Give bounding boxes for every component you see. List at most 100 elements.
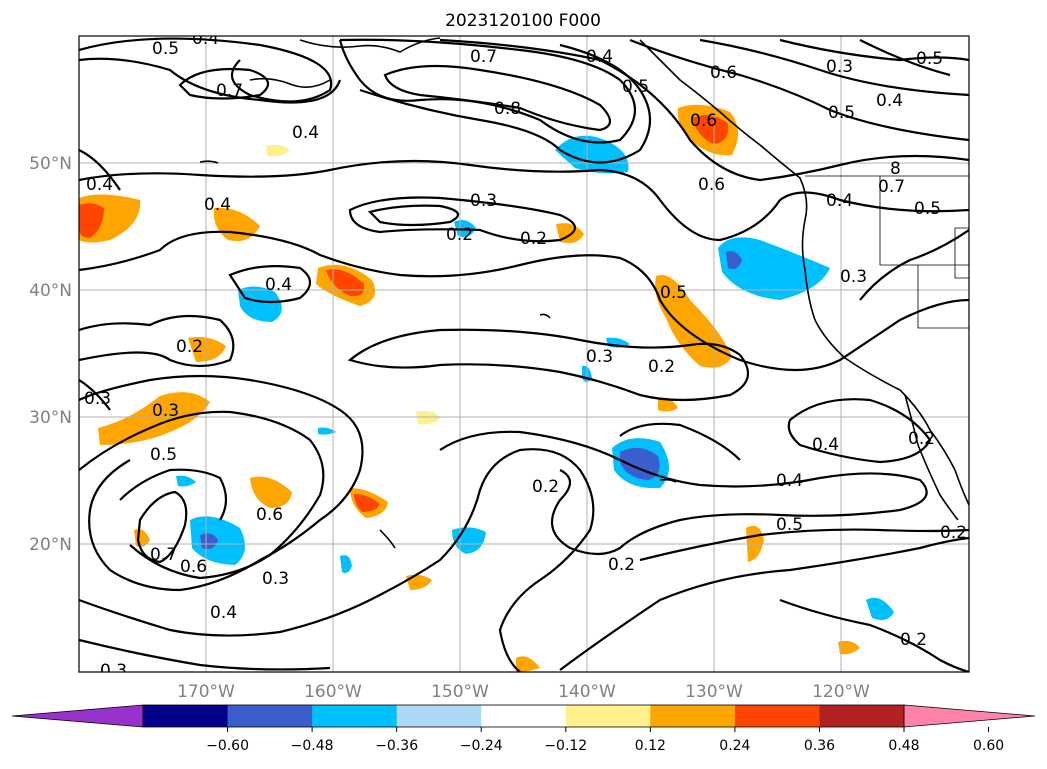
contour-label: 0.2 bbox=[532, 477, 559, 497]
lon-label: 160°W bbox=[304, 682, 362, 702]
coastlines bbox=[199, 37, 969, 549]
contour-label: 0.4 bbox=[204, 195, 231, 215]
colorbar-bin bbox=[396, 705, 482, 727]
contour-label: 0.5 bbox=[914, 199, 941, 219]
lon-label: 170°W bbox=[177, 682, 235, 702]
fill-blue-small-6 bbox=[866, 597, 894, 620]
fill-orange-small-5 bbox=[838, 640, 860, 655]
fill-darkblue-20n bbox=[200, 533, 218, 549]
contour-labels: 0.5 0.4 0.7 0.4 0.7 0.8 0.4 0.5 0.6 0.3 … bbox=[84, 29, 967, 681]
contour-label: 0.5 bbox=[622, 77, 649, 97]
colorbar-bin bbox=[481, 705, 567, 727]
colorbar-bin bbox=[312, 705, 398, 727]
contour-label: 0.4 bbox=[812, 435, 839, 455]
fill-blue-north-pacific bbox=[555, 135, 629, 174]
contour-label: 0.7 bbox=[150, 545, 177, 565]
fill-orange-small-3 bbox=[406, 574, 432, 590]
contour-label: 0.3 bbox=[470, 191, 497, 211]
fill-red-west bbox=[79, 203, 104, 238]
colorbar-bin bbox=[227, 705, 313, 727]
fill-orange-30n-west bbox=[98, 392, 210, 445]
contour-label: 0.2 bbox=[176, 337, 203, 357]
contour-label: 0.4 bbox=[586, 47, 613, 67]
contour-label: 0.3 bbox=[100, 661, 127, 681]
contour-label: 0.5 bbox=[776, 515, 803, 535]
contour-label: 0.3 bbox=[840, 267, 867, 287]
colorbar-bin bbox=[650, 705, 736, 727]
lon-label: 120°W bbox=[812, 682, 870, 702]
colorbar-tick-label: 0.12 bbox=[635, 738, 666, 754]
contour-label: 0.2 bbox=[648, 357, 675, 377]
contour-label: 0.7 bbox=[878, 177, 905, 197]
contour-label: 0.3 bbox=[826, 57, 853, 77]
lon-label: 150°W bbox=[431, 682, 489, 702]
colorbar-over-triangle bbox=[903, 704, 1036, 728]
contour-label: 0.6 bbox=[710, 63, 737, 83]
contour-label: 0.5 bbox=[916, 49, 943, 69]
contour-label: 0.2 bbox=[608, 555, 635, 575]
contour-label: 0.4 bbox=[265, 275, 292, 295]
contour-lines bbox=[79, 37, 969, 672]
lat-label: 20°N bbox=[29, 535, 72, 555]
contour-label: 0.2 bbox=[520, 229, 547, 249]
longitude-labels: 170°W 160°W 150°W 140°W 130°W 120°W bbox=[177, 682, 870, 702]
colorbar-bin bbox=[819, 705, 905, 727]
contour-label: 0.3 bbox=[586, 347, 613, 367]
colorbar-under-triangle bbox=[11, 704, 144, 728]
fill-blue-small-13 bbox=[340, 555, 352, 574]
contour-label: 0.5 bbox=[152, 39, 179, 59]
colorbar-tick-label: −0.36 bbox=[375, 738, 418, 754]
lon-label: 130°W bbox=[685, 682, 743, 702]
lon-label: 140°W bbox=[558, 682, 616, 702]
contour-label: 0.4 bbox=[876, 91, 903, 111]
colorbar-tick-label: 0.60 bbox=[973, 738, 1004, 754]
chart-title: 2023120100 F000 bbox=[445, 11, 601, 31]
fill-blue-40n bbox=[238, 286, 282, 322]
contour-label: 0.4 bbox=[86, 175, 113, 195]
contour-label: 0.5 bbox=[828, 103, 855, 123]
contour-label: 0.3 bbox=[84, 389, 111, 409]
colorbar-tick-label: 0.36 bbox=[804, 738, 835, 754]
map-area: 0.5 0.4 0.7 0.4 0.7 0.8 0.4 0.5 0.6 0.3 … bbox=[79, 29, 969, 681]
colorbar-bin bbox=[734, 705, 820, 727]
lat-label: 50°N bbox=[29, 154, 72, 174]
fill-orange-25n bbox=[250, 476, 292, 508]
contour-label: 0.6 bbox=[690, 111, 717, 131]
contour-label: 0.2 bbox=[908, 429, 935, 449]
colorbar-tick-label: −0.24 bbox=[460, 738, 503, 754]
fill-red-alaska bbox=[692, 115, 729, 144]
lat-label: 30°N bbox=[29, 408, 72, 428]
contour-label: 0.7 bbox=[470, 47, 497, 67]
contour-label: 0.7 bbox=[216, 81, 243, 101]
fill-orange-small-7 bbox=[658, 397, 678, 412]
colorbar-tick-label: 0.48 bbox=[888, 738, 919, 754]
fill-yellow-small-2 bbox=[416, 410, 440, 425]
contour-label: 0.5 bbox=[660, 283, 687, 303]
contour-label: 0.4 bbox=[192, 29, 219, 49]
fill-blue-small-11 bbox=[176, 475, 196, 487]
contour-label: 0.8 bbox=[494, 99, 521, 119]
contour-label: 8 bbox=[890, 159, 901, 179]
colorbar: −0.60 −0.48 −0.36 −0.24 −0.12 0.12 0.24 0.36 0.4… bbox=[11, 704, 1036, 754]
fill-blue-offshore-oregon bbox=[718, 237, 830, 300]
contour-label: 0.2 bbox=[446, 225, 473, 245]
colorbar-ticks: −0.60 −0.48 −0.36 −0.24 −0.12 0.12 0.24 0.36 0.4… bbox=[206, 727, 1004, 754]
contour-label: 0.3 bbox=[152, 401, 179, 421]
contour-label: 0.2 bbox=[900, 630, 927, 650]
colorbar-tick-label: 0.24 bbox=[719, 738, 750, 754]
contour-label: 0.6 bbox=[698, 175, 725, 195]
contour-label: 0.2 bbox=[940, 523, 967, 543]
contour-label: 0.4 bbox=[210, 603, 237, 623]
latitude-labels: 50°N 40°N 30°N 20°N bbox=[29, 154, 72, 555]
colorbar-bins bbox=[143, 705, 905, 727]
colorbar-tick-label: −0.60 bbox=[206, 738, 249, 754]
fill-red-22n bbox=[354, 494, 380, 512]
contour-label: 0.4 bbox=[776, 471, 803, 491]
lat-label: 40°N bbox=[29, 281, 72, 301]
contour-label: 0.6 bbox=[256, 505, 283, 525]
fill-orange-36n bbox=[188, 337, 226, 362]
contour-label: 0.4 bbox=[826, 191, 853, 211]
fill-blue-small-15 bbox=[318, 427, 336, 435]
